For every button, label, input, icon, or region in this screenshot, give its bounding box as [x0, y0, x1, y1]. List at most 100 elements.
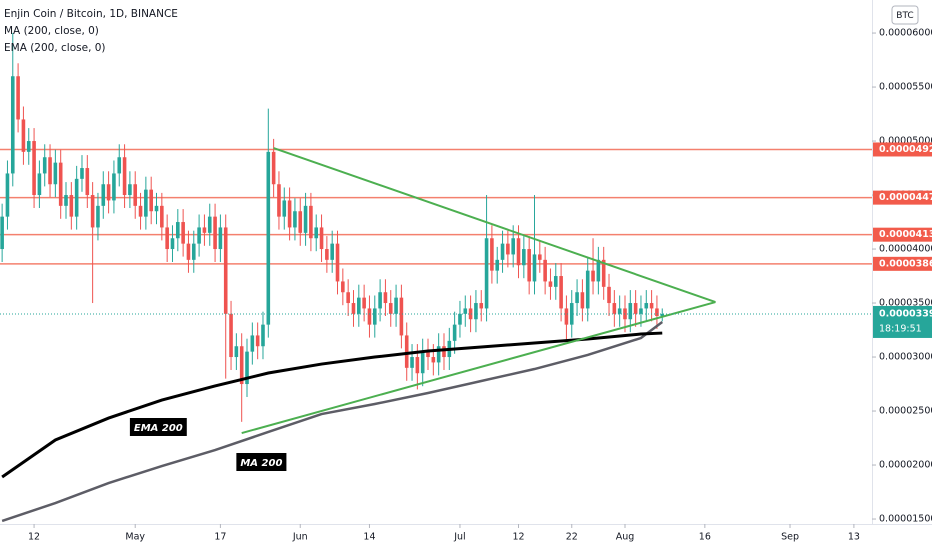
y-tick-label: 0.00006000	[879, 28, 932, 39]
candle-body	[548, 281, 553, 287]
candle-body	[399, 297, 404, 336]
candle-body	[181, 222, 185, 244]
candle-body	[452, 324, 457, 341]
candle-body	[74, 178, 79, 217]
candle-body	[271, 151, 276, 185]
candle-body	[463, 308, 468, 314]
trendline	[241, 301, 716, 435]
candle-body	[165, 227, 169, 250]
candle-body	[506, 243, 510, 255]
candle-body	[16, 76, 20, 120]
candle-body	[426, 351, 430, 358]
candle-body	[617, 308, 622, 314]
y-tick-label: 0.00005000	[879, 136, 932, 147]
candle-body	[612, 303, 617, 314]
candle-body	[516, 238, 521, 266]
candle-body	[48, 157, 52, 185]
y-tick-label: 0.00004000	[879, 244, 932, 255]
candle-body	[309, 205, 313, 239]
candle-body	[404, 335, 409, 368]
last-price-label: 0.00003399	[879, 308, 932, 319]
candle-body	[511, 238, 515, 255]
candle-body	[239, 346, 244, 385]
candle-body	[335, 243, 340, 282]
x-tick-label: Sep	[781, 532, 799, 543]
indicator-badge-label: MA 200	[240, 458, 282, 469]
level-label-box	[873, 190, 932, 205]
indicator-badge	[129, 418, 187, 436]
candle-body	[287, 200, 292, 228]
candle-body	[80, 168, 84, 179]
level-label-box	[873, 142, 932, 157]
candle-body	[532, 254, 537, 282]
candle-body	[341, 281, 345, 293]
candle-body	[527, 249, 531, 282]
candle-body	[569, 303, 574, 325]
candle-body	[410, 357, 414, 368]
indicator-badge	[236, 453, 287, 471]
candle-body	[261, 324, 265, 347]
candle-body	[58, 162, 63, 206]
x-tick-label: 14	[363, 532, 375, 543]
candle-body	[202, 227, 207, 233]
candle-body	[42, 157, 47, 174]
candle-body	[90, 195, 95, 228]
x-tick-label: 16	[699, 532, 711, 543]
level-label: 0.00004476	[879, 192, 932, 203]
y-tick-label: 0.00005500	[879, 82, 932, 93]
candle-body	[575, 292, 579, 304]
candle-body	[128, 184, 132, 196]
candle-body	[580, 292, 585, 309]
candle-body	[543, 259, 547, 282]
legend-entry: EMA (200, close, 0)	[4, 42, 106, 54]
candle-body	[64, 195, 68, 206]
candle-body	[372, 308, 377, 325]
candle-body	[277, 184, 281, 217]
candle-body	[197, 227, 201, 244]
level-label-box	[873, 256, 932, 271]
candle-body	[351, 303, 356, 314]
candle-body	[85, 168, 90, 196]
candle-body	[298, 211, 303, 233]
level-label: 0.00003863	[879, 258, 932, 269]
y-tick-label: 0.00001500	[879, 514, 932, 525]
candle-body	[122, 157, 127, 196]
candle-body	[53, 162, 58, 185]
currency-label[interactable]: BTC	[896, 11, 913, 21]
candle-body	[218, 227, 223, 250]
currency-box[interactable]	[891, 5, 919, 25]
candle-body	[559, 276, 563, 309]
candle-body	[176, 222, 180, 239]
chart-title: Enjin Coin / Bitcoin, 1D, BINANCE	[4, 8, 178, 20]
candle-body	[474, 303, 478, 320]
candle-body	[325, 249, 329, 260]
candle-body	[229, 313, 233, 358]
x-tick-label: Aug	[616, 532, 635, 543]
candle-body	[479, 303, 484, 309]
countdown: 18:19:51	[879, 323, 922, 334]
candle-body	[357, 297, 361, 314]
candle-body	[442, 346, 446, 358]
plot-area	[0, 33, 872, 523]
candle-body	[585, 270, 590, 309]
candle-body	[69, 195, 74, 217]
level-label: 0.00004922	[879, 144, 932, 155]
candle-body	[266, 151, 271, 325]
candle-body	[383, 292, 388, 304]
candle-body	[655, 308, 659, 316]
x-tick-label: 17	[214, 532, 226, 543]
candle-body	[37, 173, 42, 196]
candle-body	[490, 238, 494, 271]
last-price-box	[873, 305, 932, 338]
candle-body	[644, 303, 649, 309]
candle-body	[223, 227, 228, 314]
candle-body	[458, 313, 462, 325]
candle-body	[293, 211, 297, 228]
candle-body	[420, 351, 425, 374]
candle-body	[191, 243, 196, 260]
candle-body	[96, 205, 100, 228]
indicator-line	[1, 321, 664, 523]
level-label: 0.00004133	[879, 229, 932, 240]
x-tick-label: May	[125, 532, 145, 543]
